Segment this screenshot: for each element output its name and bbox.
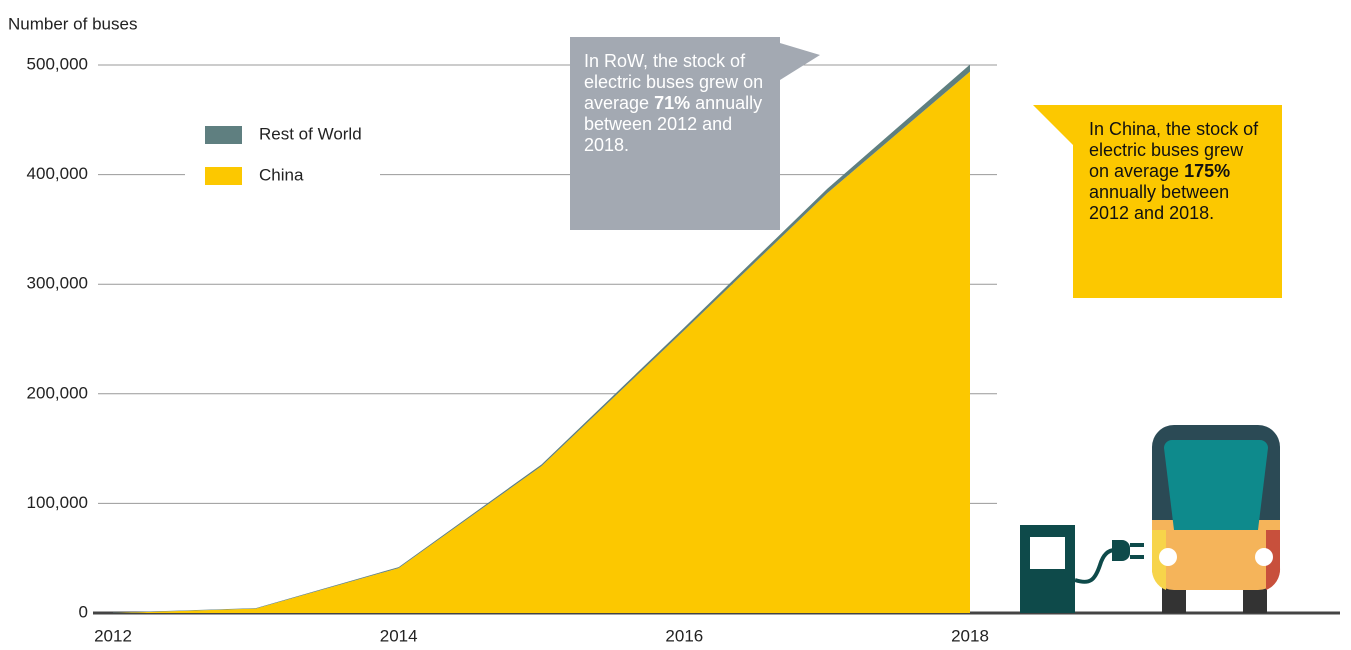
bus-front [1152, 520, 1280, 590]
plug-pin [1130, 555, 1144, 559]
legend-label: Rest of World [259, 124, 362, 143]
legend-swatch [205, 126, 242, 144]
legend-swatch [205, 167, 242, 185]
y-tick-label: 100,000 [27, 493, 88, 512]
x-tick-label: 2012 [94, 626, 132, 645]
x-tick-label: 2018 [951, 626, 989, 645]
annotation-pointer [1033, 105, 1073, 145]
bus-side [1151, 530, 1166, 590]
plug-pin [1130, 543, 1144, 547]
y-axis-label: Number of buses [8, 14, 137, 33]
annotation-text: annually between 2012 and 2018. [584, 93, 763, 155]
annotation-text: In RoW, the stock of electric buses grew… [584, 51, 764, 113]
bus-window [1164, 440, 1268, 530]
annotation-text: annually between 2012 and 2018. [1089, 182, 1230, 223]
area [113, 71, 970, 614]
bus-side [1266, 530, 1281, 590]
cable [1074, 548, 1116, 584]
y-tick-label: 200,000 [27, 383, 88, 402]
annotation-text: In China, the stock of electric buses gr… [1089, 119, 1259, 181]
x-tick-label: 2016 [665, 626, 703, 645]
annotation: In RoW, the stock of electric buses grew… [570, 37, 780, 230]
y-tick-label: 400,000 [27, 164, 88, 183]
bus-illustration [1020, 425, 1281, 613]
x-tick-label: 2014 [380, 626, 418, 645]
headlight [1159, 548, 1177, 566]
y-tick-label: 300,000 [27, 274, 88, 293]
annotation: In China, the stock of electric buses gr… [1073, 105, 1282, 298]
y-tick-label: 0 [79, 602, 88, 621]
headlight [1255, 548, 1273, 566]
y-tick-label: 500,000 [27, 54, 88, 73]
charger-screen [1030, 537, 1065, 569]
legend-label: China [259, 165, 304, 184]
annotation-highlight: 71% [654, 93, 691, 113]
plug [1112, 540, 1130, 561]
annotation-highlight: 175% [1184, 161, 1231, 181]
